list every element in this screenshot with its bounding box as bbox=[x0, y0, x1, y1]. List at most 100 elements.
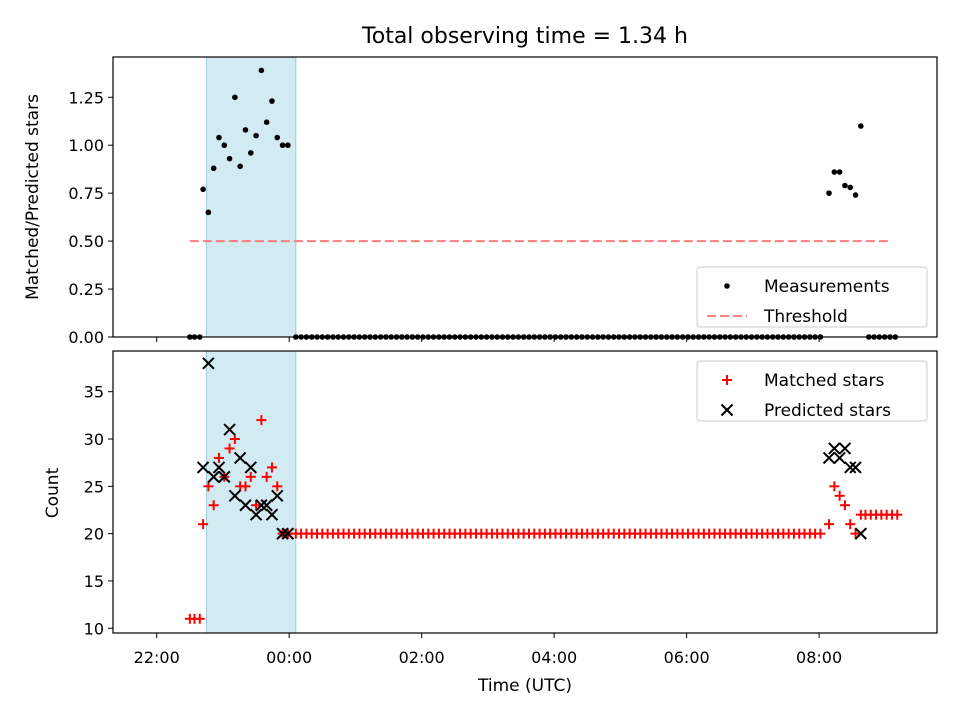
matched-star-point bbox=[845, 519, 856, 530]
matched-star-point bbox=[272, 481, 283, 492]
matched-star-point bbox=[834, 490, 845, 501]
x-b bbox=[202, 357, 215, 370]
matched-star-point bbox=[240, 481, 251, 492]
measurement-point bbox=[221, 142, 228, 149]
predicted-star-point bbox=[833, 451, 846, 465]
x-b bbox=[228, 489, 242, 502]
predicted-star-point bbox=[276, 527, 289, 540]
y-tick-label: 15 bbox=[84, 572, 104, 591]
x-b bbox=[838, 442, 852, 455]
x-b bbox=[255, 499, 268, 512]
y-tick-label: 25 bbox=[84, 477, 104, 496]
matched-star-point bbox=[251, 500, 262, 511]
y-tick-label: 0.75 bbox=[68, 184, 104, 203]
axes-frame bbox=[112, 350, 938, 634]
matched-star-point bbox=[198, 519, 209, 530]
x-axis-label: Time (UTC) bbox=[477, 676, 572, 696]
x-b bbox=[260, 499, 273, 512]
predicted-star-point bbox=[249, 508, 263, 521]
y-tick-label: 0.50 bbox=[68, 232, 104, 251]
matched-star-point bbox=[229, 434, 240, 445]
x-b bbox=[849, 461, 862, 474]
legend-box bbox=[696, 266, 928, 328]
legend: Measurements Threshold bbox=[696, 266, 928, 328]
matched-star-point bbox=[224, 443, 235, 454]
matched-star-point bbox=[824, 519, 835, 530]
measurement-point bbox=[205, 209, 212, 216]
y-tick-label: 35 bbox=[84, 383, 104, 402]
matched-star-point bbox=[208, 500, 219, 511]
x-b bbox=[196, 461, 210, 474]
predicted-star-point bbox=[202, 357, 215, 370]
y-tick-label: 10 bbox=[84, 619, 104, 638]
y-tick-label: 30 bbox=[84, 430, 104, 449]
axes-frame bbox=[112, 56, 938, 338]
measurement-point bbox=[274, 134, 281, 141]
predicted-star-point bbox=[260, 499, 273, 512]
legend-label: Predicted stars bbox=[764, 401, 891, 421]
measurement-point bbox=[258, 67, 265, 74]
x-b bbox=[239, 499, 252, 512]
matched-star-point bbox=[194, 613, 205, 624]
measurement-point bbox=[285, 142, 291, 149]
bottom-y-axis-label: Count bbox=[43, 467, 63, 518]
x-tick-label: 02:00 bbox=[399, 648, 445, 667]
x-b bbox=[822, 451, 836, 465]
x-tick-label: 08:00 bbox=[796, 648, 842, 667]
matched-star-point bbox=[266, 462, 277, 473]
y-tick-label: 20 bbox=[84, 525, 104, 544]
predicted-star-point bbox=[849, 461, 862, 474]
measurement-point bbox=[253, 132, 259, 139]
matched-star-point bbox=[829, 481, 840, 492]
matched-star-point bbox=[261, 471, 272, 482]
predicted-star-point bbox=[207, 470, 220, 484]
measurement-point bbox=[200, 186, 206, 193]
measurement-point bbox=[836, 169, 843, 175]
x-b bbox=[844, 461, 857, 474]
x-tick-label: 04:00 bbox=[531, 648, 577, 667]
matched-star-point bbox=[256, 415, 267, 426]
x-b bbox=[833, 451, 846, 465]
x-b bbox=[233, 451, 247, 465]
matched-star-point bbox=[815, 528, 826, 539]
bottom-panel: 10 15 20 25 30 35 22:00 00:00 02:00 04:00 06:00 08:… bbox=[84, 350, 938, 667]
x-b bbox=[281, 527, 295, 540]
x-b bbox=[276, 527, 289, 540]
measurement-point bbox=[247, 150, 254, 156]
legend-box bbox=[696, 360, 928, 422]
x-b bbox=[212, 461, 226, 474]
legend-label: Threshold bbox=[763, 307, 848, 327]
top-panel: 0.00 0.25 0.50 0.75 1.00 1.25 Measurements Thre… bbox=[68, 56, 938, 347]
x-b bbox=[244, 461, 257, 474]
predicted-star-point bbox=[822, 451, 836, 465]
matched-star-point bbox=[245, 471, 256, 482]
predicted-star-point bbox=[854, 527, 868, 540]
predicted-star-point bbox=[828, 442, 841, 455]
measurement-point bbox=[831, 169, 838, 175]
y-tick-label: 0.25 bbox=[68, 280, 104, 299]
legend-label: Matched stars bbox=[764, 371, 884, 391]
matched-star-point bbox=[839, 500, 850, 511]
matched-star-point bbox=[203, 481, 214, 492]
measurement-point bbox=[237, 163, 243, 170]
legend-measurement-swatch bbox=[724, 283, 730, 289]
x-b bbox=[265, 508, 279, 521]
measurement-point bbox=[242, 127, 249, 133]
predicted-star-point bbox=[281, 527, 295, 540]
predicted-star-point bbox=[196, 461, 210, 474]
measurement-point bbox=[279, 142, 286, 149]
x-b bbox=[223, 423, 236, 436]
legend-x-b bbox=[720, 403, 734, 417]
measurement-point bbox=[210, 165, 217, 172]
predicted-star-point bbox=[212, 461, 226, 474]
matched-star-point bbox=[850, 528, 861, 539]
y-tick-label: 1.25 bbox=[68, 88, 104, 107]
legend: Matched stars Predicted stars bbox=[696, 360, 928, 422]
measurement-point bbox=[842, 182, 848, 189]
predicted-star-point bbox=[228, 489, 242, 502]
predicted-star-point bbox=[265, 508, 279, 521]
x-b bbox=[854, 527, 868, 540]
x-tick-label: 06:00 bbox=[664, 648, 710, 667]
predicted-star-point bbox=[838, 442, 852, 455]
